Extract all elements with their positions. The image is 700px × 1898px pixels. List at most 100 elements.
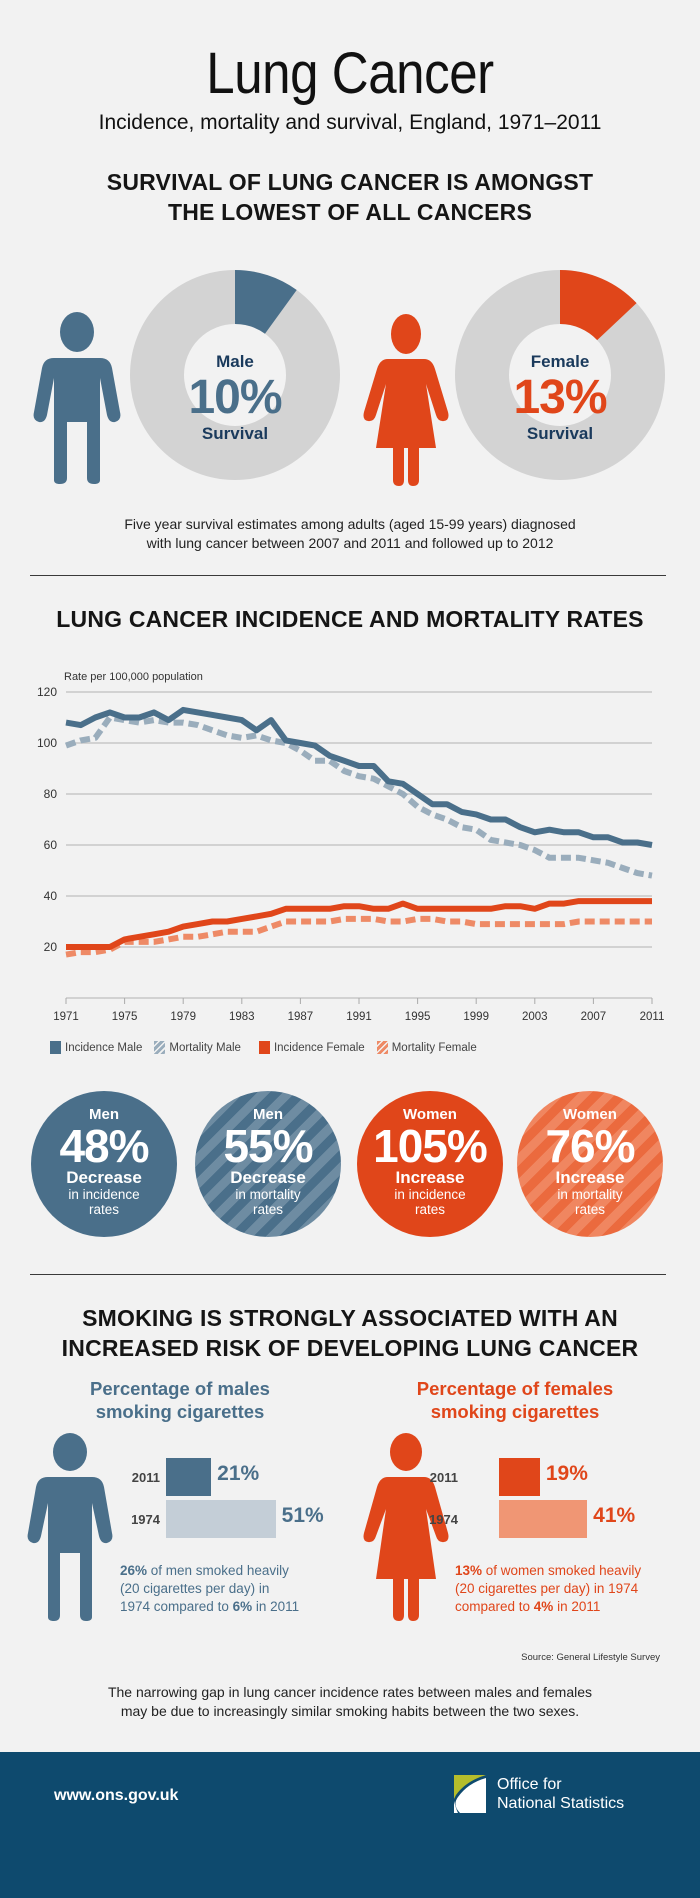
stat-desc: in mortality [235,1187,301,1202]
male-smoking-heading-line2: smoking cigarettes [95,1401,265,1422]
male-bar-2011 [166,1458,212,1496]
smoking-section-title: SMOKING IS STRONGLY ASSOCIATED WITH AN I… [0,1303,700,1363]
legend-label: Mortality Female [391,1041,477,1054]
legend-swatch-mortality-male [154,1041,166,1054]
note-text: of men smoked heavily [147,1563,289,1578]
legend-swatch-mortality-female [376,1041,388,1054]
female-donut-label: Female [530,352,590,371]
footer [0,1752,700,1898]
x-tick-label: 1987 [288,1011,314,1023]
stat-direction: Decrease [66,1168,142,1187]
note-text: 1974 compared to [120,1599,233,1614]
female-smoking-heading-line2: smoking cigarettes [430,1401,600,1422]
source-note: Source: General Lifestyle Survey [521,1652,660,1663]
survival-note-line2: with lung cancer between 2007 and 2011 a… [146,535,554,551]
x-tick-label: 2003 [522,1011,548,1023]
female-survival-caption: Survival [526,424,594,443]
female-bar-value-2011: 19% [545,1462,588,1485]
male-smoking-heading-line1: Percentage of males [90,1378,270,1399]
org-line2: National Statistics [497,1795,625,1812]
x-tick-label: 1999 [463,1011,489,1023]
stat-who: Men [253,1106,283,1123]
conclusion-note: The narrowing gap in lung cancer inciden… [0,1683,700,1721]
legend-item-incidence-female: Incidence Female [258,1041,365,1054]
survival-note: Five year survival estimates among adult… [0,515,700,553]
note-text: compared to [455,1599,534,1614]
stat-who: Women [403,1106,457,1123]
stat-circle-men-mortality: Men 55% Decrease in mortality rates [195,1091,341,1237]
x-tick-label: 1995 [405,1011,431,1023]
male-survival-slice [235,270,297,334]
series-line-mortality-male [64,714,653,879]
stat-who: Women [563,1106,617,1123]
stat-desc: in mortality [557,1187,623,1202]
female-smoking-figure-icon [363,1433,449,1621]
female-bar-year-2011: 2011 [429,1470,458,1485]
male-figure-icon [33,312,121,484]
x-tick-label: 2007 [581,1011,607,1023]
female-bar-value-1974: 41% [593,1504,636,1527]
page-subtitle: Incidence, mortality and survival, Engla… [98,111,602,134]
stat-desc: rates [252,1202,283,1217]
section-divider [30,1274,666,1275]
smoking-title-line2: INCREASED RISK OF DEVELOPING LUNG CANCER [61,1335,639,1361]
stat-desc: in incidence [394,1187,466,1202]
legend-label: Incidence Female [273,1041,365,1054]
female-survival-slice [560,270,637,341]
stat-percent: 48% [59,1120,149,1172]
survival-note-line1: Five year survival estimates among adult… [124,516,576,532]
stat-desc: rates [414,1202,445,1217]
stat-circle-women-incidence: Women 105% Increase in incidence rates [357,1091,503,1237]
footer-url-link[interactable]: www.ons.gov.uk [54,1787,179,1804]
male-bar-year-2011: 2011 [131,1470,160,1485]
legend-item-mortality-female: Mortality Female [376,1041,477,1054]
y-axis-label: Rate per 100,000 population [64,671,203,683]
male-donut-label: Male [216,352,254,371]
female-heavy-pct-2011: 4% [533,1599,554,1614]
female-survival-value: 13% [513,371,607,424]
male-survival-caption: Survival [201,424,269,443]
female-heavy-smoking-note: 13% of women smoked heavily (20 cigarett… [455,1562,641,1616]
page-title: Lung Cancer [206,41,494,106]
y-tick-label: 120 [37,685,57,699]
stat-direction: Increase [395,1168,465,1187]
male-survival-donut [130,270,340,480]
section-divider [30,575,666,576]
series-line-incidence-female [66,898,652,950]
male-smoking-heading: Percentage of males smoking cigarettes [60,1377,300,1423]
footer-org-name: Office for National Statistics [497,1775,624,1813]
female-smoking-heading-line1: Percentage of females [416,1378,614,1399]
female-bar-2011 [499,1458,540,1496]
female-figure-icon [363,314,449,486]
male-heavy-pct-2011: 6% [232,1599,253,1614]
note-text: in 2011 [553,1599,601,1614]
note-text: (20 cigarettes per day) in [120,1581,270,1596]
female-heavy-pct-1974: 13% [455,1563,483,1578]
stat-percent: 105% [373,1120,488,1172]
male-bar-year-1974: 1974 [131,1512,160,1527]
legend-item-incidence-male: Incidence Male [50,1041,142,1054]
smoking-title-line1: SMOKING IS STRONGLY ASSOCIATED WITH AN [82,1305,618,1331]
y-tick-label: 100 [37,736,57,750]
x-tick-label: 2011 [640,1011,665,1023]
conclusion-line1: The narrowing gap in lung cancer inciden… [107,1684,593,1700]
female-smoking-heading: Percentage of females smoking cigarettes [395,1377,635,1423]
male-bar-value-1974: 51% [281,1504,324,1527]
legend-swatch-incidence-male [50,1041,61,1054]
female-bar-1974 [499,1500,588,1538]
male-heavy-pct-1974: 26% [120,1563,148,1578]
x-tick-label: 1971 [53,1011,79,1023]
stat-desc: rates [574,1202,605,1217]
rates-line-chart: Rate per 100,000 population 120 100 80 60 40… [37,671,665,1023]
male-bar-1974 [166,1500,276,1538]
stat-desc: rates [88,1202,119,1217]
y-tick-label: 20 [44,940,58,954]
org-line1: Office for [497,1776,562,1793]
male-heavy-smoking-note: 26% of men smoked heavily (20 cigarettes… [120,1562,299,1616]
stat-who: Men [89,1106,119,1123]
conclusion-line2: may be due to increasingly similar smoki… [120,1703,580,1719]
legend-item-mortality-male: Mortality Male [154,1041,241,1054]
x-tick-label: 1979 [170,1011,196,1023]
male-survival-value: 10% [188,371,282,424]
stat-desc: in incidence [68,1187,140,1202]
